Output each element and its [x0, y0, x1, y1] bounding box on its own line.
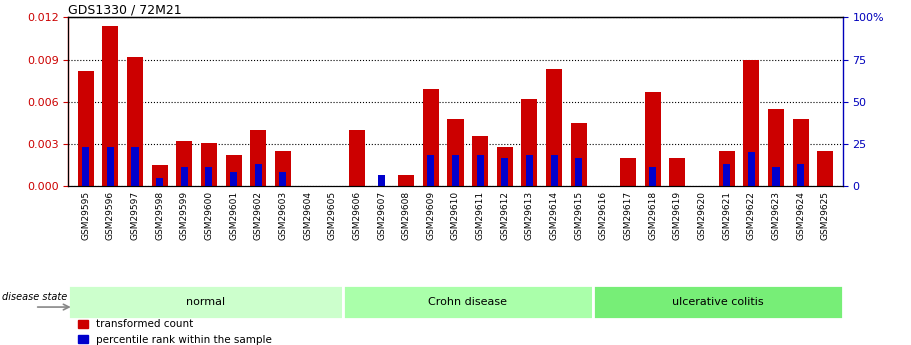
- Text: normal: normal: [186, 297, 225, 307]
- Bar: [472, 136, 488, 186]
- Bar: [398, 175, 415, 186]
- Bar: [349, 130, 365, 186]
- Bar: [645, 92, 660, 186]
- Text: GSM29601: GSM29601: [229, 191, 238, 240]
- Bar: [427, 155, 435, 186]
- Bar: [82, 147, 89, 186]
- Bar: [620, 158, 636, 186]
- Text: GSM29617: GSM29617: [624, 191, 632, 240]
- Text: GSM29623: GSM29623: [772, 191, 781, 240]
- Bar: [526, 155, 533, 186]
- Bar: [251, 130, 266, 186]
- Bar: [423, 89, 439, 186]
- Bar: [670, 158, 685, 186]
- Text: GSM29624: GSM29624: [796, 191, 805, 240]
- Text: GSM29612: GSM29612: [500, 191, 509, 240]
- Text: GSM29618: GSM29618: [649, 191, 658, 240]
- Text: GSM29622: GSM29622: [747, 191, 756, 240]
- Text: Crohn disease: Crohn disease: [428, 297, 507, 307]
- Bar: [748, 152, 755, 186]
- Text: GSM29620: GSM29620: [698, 191, 707, 240]
- Bar: [343, 285, 593, 319]
- Text: GSM29614: GSM29614: [549, 191, 558, 240]
- Bar: [102, 26, 118, 186]
- Bar: [230, 172, 237, 186]
- Bar: [723, 164, 731, 186]
- Bar: [476, 155, 484, 186]
- Bar: [501, 158, 508, 186]
- Bar: [447, 119, 464, 186]
- Text: GSM29605: GSM29605: [328, 191, 337, 240]
- Text: GSM29609: GSM29609: [426, 191, 435, 240]
- Bar: [575, 158, 582, 186]
- Bar: [793, 119, 809, 186]
- Bar: [496, 147, 513, 186]
- Text: GSM29606: GSM29606: [353, 191, 362, 240]
- Bar: [205, 167, 212, 186]
- Bar: [156, 178, 163, 186]
- Text: GSM29625: GSM29625: [821, 191, 830, 240]
- Bar: [768, 109, 784, 186]
- Text: ulcerative colitis: ulcerative colitis: [672, 297, 763, 307]
- Bar: [550, 155, 558, 186]
- Text: GSM29603: GSM29603: [279, 191, 287, 240]
- Bar: [650, 167, 657, 186]
- Bar: [254, 164, 261, 186]
- Text: GSM29602: GSM29602: [253, 191, 262, 240]
- Text: GSM29615: GSM29615: [574, 191, 583, 240]
- Text: GSM29619: GSM29619: [673, 191, 682, 240]
- Text: GSM29599: GSM29599: [179, 191, 189, 240]
- Bar: [280, 172, 286, 186]
- Text: GSM29595: GSM29595: [81, 191, 90, 240]
- Bar: [378, 175, 385, 186]
- Bar: [571, 123, 587, 186]
- Text: GDS1330 / 72M21: GDS1330 / 72M21: [68, 3, 182, 16]
- Text: GSM29613: GSM29613: [525, 191, 534, 240]
- Text: GSM29608: GSM29608: [402, 191, 411, 240]
- Bar: [275, 151, 291, 186]
- Bar: [817, 151, 834, 186]
- Text: GSM29597: GSM29597: [130, 191, 139, 240]
- Bar: [773, 167, 780, 186]
- Text: GSM29596: GSM29596: [106, 191, 115, 240]
- Bar: [151, 165, 168, 186]
- Text: GSM29611: GSM29611: [476, 191, 485, 240]
- Bar: [226, 155, 241, 186]
- Text: disease state: disease state: [2, 292, 67, 302]
- Bar: [176, 141, 192, 186]
- Bar: [521, 99, 537, 186]
- Text: GSM29621: GSM29621: [722, 191, 732, 240]
- Bar: [452, 155, 459, 186]
- Text: GSM29607: GSM29607: [377, 191, 386, 240]
- Bar: [201, 142, 217, 186]
- Text: GSM29600: GSM29600: [204, 191, 213, 240]
- Bar: [68, 285, 343, 319]
- Bar: [546, 69, 562, 186]
- Bar: [797, 164, 804, 186]
- Text: GSM29598: GSM29598: [155, 191, 164, 240]
- Bar: [131, 147, 138, 186]
- Legend: transformed count, percentile rank within the sample: transformed count, percentile rank withi…: [74, 315, 277, 345]
- Bar: [743, 59, 760, 186]
- Bar: [719, 151, 735, 186]
- Text: GSM29604: GSM29604: [303, 191, 312, 240]
- Bar: [127, 57, 143, 186]
- Bar: [593, 285, 843, 319]
- Text: GSM29616: GSM29616: [599, 191, 608, 240]
- Bar: [180, 167, 188, 186]
- Bar: [107, 147, 114, 186]
- Text: GSM29610: GSM29610: [451, 191, 460, 240]
- Bar: [77, 71, 94, 186]
